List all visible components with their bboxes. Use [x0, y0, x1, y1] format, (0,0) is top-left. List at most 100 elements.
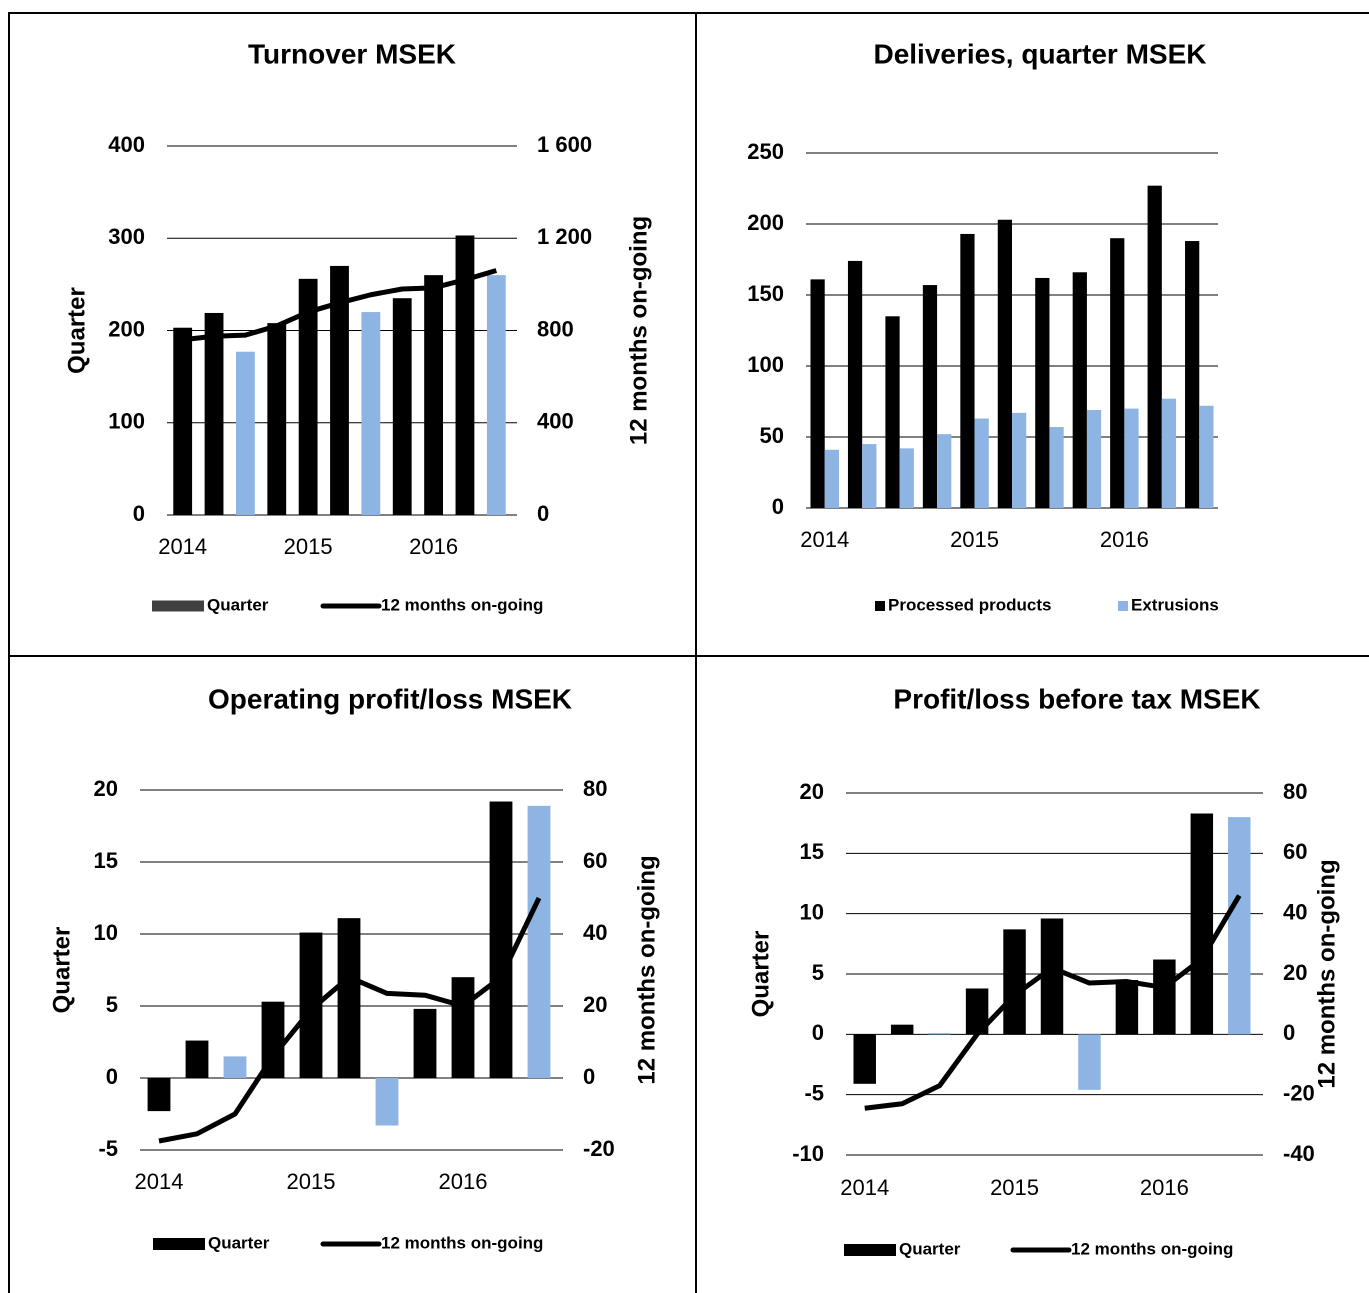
bar: [489, 801, 513, 1078]
bar: [937, 434, 952, 508]
bar: [330, 265, 349, 515]
y-tick-label: -5: [98, 1136, 118, 1161]
y2-tick-label: 20: [1283, 960, 1307, 985]
y-tick-label: 0: [772, 494, 784, 519]
bar: [392, 298, 412, 515]
chart-title: Profit/loss before tax MSEK: [893, 683, 1260, 714]
bar: [1185, 241, 1200, 509]
legend-label: Quarter: [207, 595, 269, 614]
bar: [236, 351, 255, 515]
bar: [1049, 427, 1064, 508]
bar: [1086, 410, 1102, 508]
bar: [451, 977, 475, 1078]
y-axis-title: Quarter: [63, 287, 90, 374]
y-tick-label: 100: [747, 352, 784, 377]
y-tick-label: 5: [106, 992, 118, 1017]
y2-axis-title: 12 months on-going: [625, 216, 652, 445]
legend-label: 12 months on-going: [381, 1233, 543, 1252]
line: [158, 896, 542, 1144]
y2-tick-label: 1 600: [537, 132, 592, 157]
bar: [1147, 185, 1162, 508]
bar: [527, 805, 551, 1078]
y-tick-label: 15: [800, 839, 824, 864]
x-tick-label: 2014: [840, 1175, 889, 1200]
chart-title: Operating profit/loss MSEK: [208, 683, 572, 714]
y2-tick-label: 80: [1283, 779, 1307, 804]
bar: [1115, 980, 1139, 1035]
legend-swatch: [844, 1244, 896, 1256]
bar: [890, 1024, 914, 1035]
y-tick-label: 0: [812, 1020, 824, 1045]
bar: [847, 260, 863, 508]
y2-tick-label: 60: [1283, 839, 1307, 864]
legend-swatch: [1118, 601, 1128, 611]
bar: [298, 278, 318, 515]
bar: [965, 988, 989, 1035]
x-tick-label: 2015: [284, 534, 333, 559]
y-axis-title: Quarter: [747, 931, 774, 1018]
bar: [1161, 398, 1177, 508]
y2-tick-label: -20: [583, 1136, 615, 1161]
y2-tick-label: 20: [583, 992, 607, 1017]
y-tick-label: 200: [747, 210, 784, 235]
x-tick-label: 2016: [1100, 527, 1149, 552]
legend-label: Quarter: [208, 1233, 270, 1252]
line: [182, 268, 498, 343]
y2-tick-label: 0: [1283, 1020, 1295, 1045]
legend-label: Extrusions: [1131, 595, 1219, 614]
y-tick-label: 100: [108, 409, 145, 434]
chart-title: Turnover MSEK: [248, 38, 456, 69]
x-tick-label: 2016: [439, 1169, 488, 1194]
bar: [1190, 813, 1214, 1035]
y-tick-label: -10: [792, 1141, 824, 1166]
bar: [862, 444, 877, 508]
legend-label: Processed products: [888, 595, 1051, 614]
x-tick-label: 2015: [990, 1175, 1039, 1200]
bar: [147, 1078, 171, 1112]
y2-tick-label: 40: [1283, 899, 1307, 924]
y-tick-label: 300: [108, 224, 145, 249]
x-tick-label: 2014: [158, 534, 207, 559]
bar: [1228, 817, 1251, 1035]
x-tick-label: 2014: [135, 1169, 184, 1194]
bar: [361, 312, 381, 515]
bar: [173, 327, 193, 515]
y2-tick-label: 40: [583, 920, 607, 945]
bar: [1003, 929, 1026, 1035]
bar: [424, 275, 443, 515]
y2-tick-label: 60: [583, 848, 607, 873]
y2-tick-label: 800: [537, 316, 574, 341]
bar: [1153, 959, 1176, 1035]
bar: [204, 312, 224, 515]
y-tick-label: 20: [94, 776, 118, 801]
bar: [1078, 1034, 1101, 1090]
y2-tick-label: -20: [1283, 1080, 1315, 1105]
bar: [824, 449, 839, 508]
y-tick-label: 200: [108, 316, 145, 341]
bar: [853, 1034, 876, 1084]
x-tick-label: 2016: [1140, 1175, 1189, 1200]
y-tick-label: 10: [800, 899, 824, 924]
bar: [810, 279, 825, 508]
y-tick-label: 250: [747, 139, 784, 164]
y2-tick-label: 80: [583, 776, 607, 801]
bar: [1072, 272, 1087, 508]
bar: [455, 235, 475, 516]
x-tick-label: 2015: [950, 527, 999, 552]
y-tick-label: 150: [747, 281, 784, 306]
y-tick-label: 20: [800, 779, 824, 804]
y-tick-label: 10: [94, 920, 118, 945]
y2-axis-title: 12 months on-going: [1313, 859, 1340, 1088]
x-tick-label: 2016: [409, 534, 458, 559]
bar: [267, 323, 287, 515]
line: [864, 894, 1242, 1111]
y-tick-label: 0: [133, 501, 145, 526]
y-tick-label: 400: [108, 132, 145, 157]
bar: [1199, 405, 1214, 508]
y2-tick-label: 400: [537, 409, 574, 434]
y-tick-label: 50: [760, 423, 784, 448]
bar: [922, 285, 938, 508]
legend-swatch: [875, 601, 885, 611]
